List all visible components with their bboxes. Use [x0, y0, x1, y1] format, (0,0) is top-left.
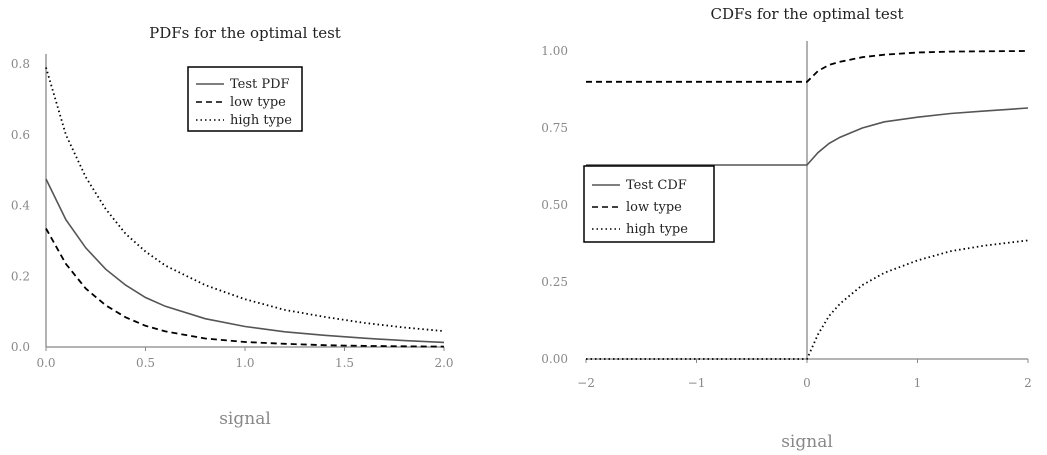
x-tick-label: 0.0 [36, 356, 55, 370]
series-line-3 [586, 239, 1029, 360]
x-tick-label: 1.0 [235, 356, 254, 370]
x-axis-label: signal [219, 409, 271, 429]
legend-label: Test PDF [230, 77, 290, 92]
x-axis-label: signal [781, 432, 833, 452]
x-tick-label: 0.5 [136, 356, 155, 370]
x-tick-label: 2 [1024, 376, 1032, 390]
series-line-1 [45, 178, 445, 344]
chart-title: PDFs for the optimal test [149, 24, 341, 42]
y-tick-label: 0.0 [11, 340, 30, 354]
series-line-2 [45, 228, 445, 348]
series-line-1 [586, 107, 1029, 166]
y-tick-label: 0.4 [11, 199, 30, 213]
y-tick-label: 0.00 [541, 352, 568, 366]
y-tick-label: 0.75 [541, 121, 568, 135]
legend-label: low type [626, 200, 682, 215]
x-tick-label: 1 [914, 376, 922, 390]
chart-panel-1: PDFs for the optimal test signal 0.0 0.5 1.0… [11, 24, 454, 429]
chart-panel-2: CDFs for the optimal test signal −2 −1 0 1 2 0.… [541, 5, 1032, 452]
x-tick-label: −2 [577, 376, 595, 390]
legend-label: high type [230, 113, 292, 128]
y-tick-label: 0.50 [541, 198, 568, 212]
x-tick-label: 1.5 [335, 356, 354, 370]
legend-label: Test CDF [626, 178, 687, 193]
y-tick-label: 0.25 [541, 275, 568, 289]
x-tick-label: 0 [803, 376, 811, 390]
y-tick-label: 0.2 [11, 269, 30, 283]
y-tick-label: 0.6 [11, 128, 30, 142]
legend: Test CDF low type high type [583, 165, 715, 243]
legend-label: low type [230, 95, 286, 110]
x-tick-label: −1 [688, 376, 706, 390]
legend-label: high type [626, 222, 688, 237]
x-tick-label: 2.0 [434, 356, 453, 370]
chart-title: CDFs for the optimal test [710, 5, 903, 23]
legend-box [187, 66, 303, 132]
y-tick-label: 1.00 [541, 44, 568, 58]
legend: Test PDF low type high type [187, 66, 303, 132]
series-line-2 [586, 50, 1029, 83]
y-tick-label: 0.8 [11, 57, 30, 71]
